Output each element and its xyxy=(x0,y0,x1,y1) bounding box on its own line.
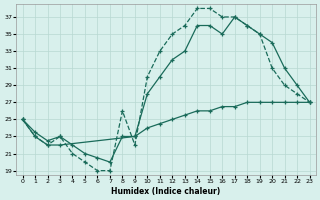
X-axis label: Humidex (Indice chaleur): Humidex (Indice chaleur) xyxy=(111,187,221,196)
